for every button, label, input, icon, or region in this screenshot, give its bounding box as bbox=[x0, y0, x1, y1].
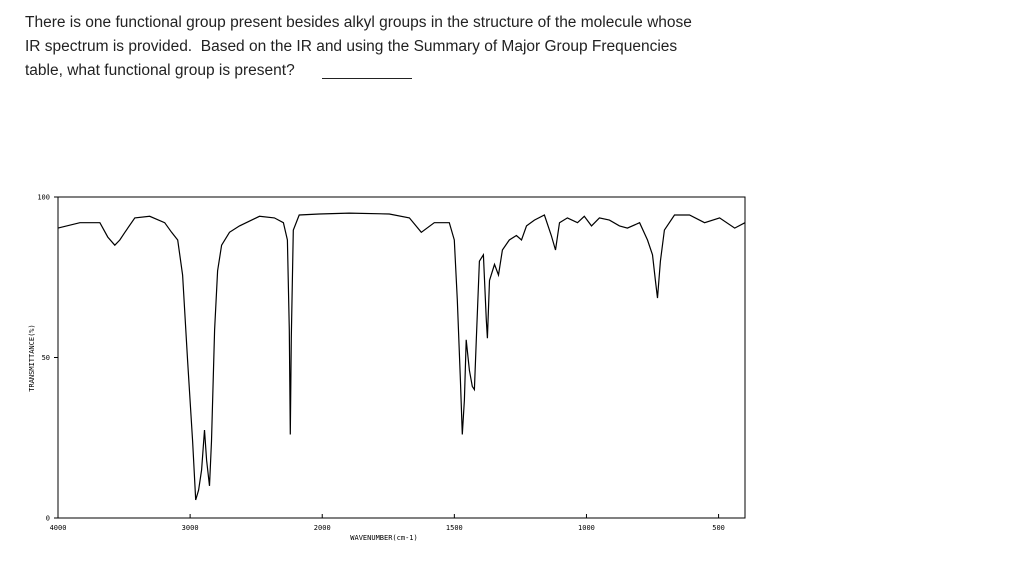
x-tick-label: 500 bbox=[712, 524, 725, 532]
y-tick-label: 0 bbox=[46, 515, 50, 523]
x-tick-label: 4000 bbox=[50, 524, 67, 532]
x-tick-label: 3000 bbox=[182, 524, 199, 532]
spectrum-line bbox=[57, 212, 746, 501]
y-tick-label: 100 bbox=[37, 194, 50, 202]
y-axis-label: TRANSMITTANCE(%) bbox=[28, 324, 36, 391]
answer-blank bbox=[322, 78, 412, 79]
y-tick-label: 50 bbox=[42, 354, 50, 362]
x-axis-label: WAVENUMBER(cm-1) bbox=[350, 534, 417, 542]
plot-frame bbox=[57, 196, 746, 519]
x-tick-label: 1000 bbox=[578, 524, 595, 532]
x-tick-label: 2000 bbox=[314, 524, 331, 532]
question-line: IR spectrum is provided. Based on the IR… bbox=[25, 38, 678, 55]
question-line: There is one functional group present be… bbox=[25, 14, 692, 31]
question-line: table, what functional group is present? bbox=[25, 62, 295, 79]
x-tick-label: 1500 bbox=[446, 524, 463, 532]
